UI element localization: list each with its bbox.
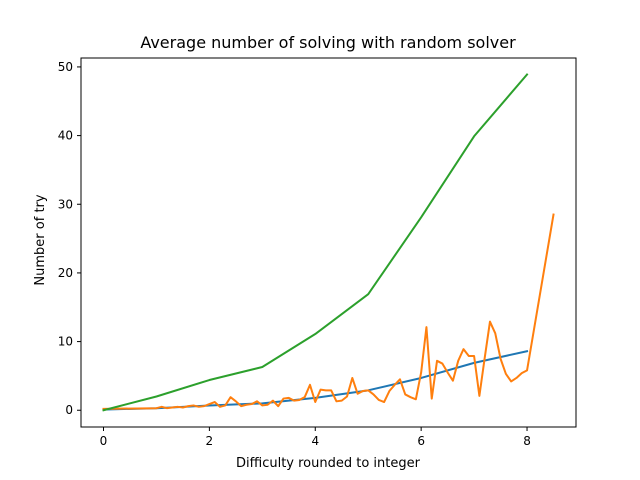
y-axis-label: Number of try — [33, 194, 48, 285]
x-tick-label: 2 — [206, 434, 214, 448]
y-tick-label: 40 — [58, 129, 73, 143]
y-tick-label: 20 — [58, 266, 73, 280]
y-tick-label: 10 — [58, 335, 73, 349]
plot-area — [102, 73, 555, 412]
y-tick-label: 30 — [58, 197, 73, 211]
axes: 0 2 4 6 8 0 10 20 30 40 50 — [58, 57, 577, 448]
x-tick-label: 6 — [417, 434, 425, 448]
x-tick-label: 0 — [100, 434, 108, 448]
y-tick-label: 0 — [65, 403, 73, 417]
y-tick-label: 50 — [58, 60, 73, 74]
plot-frame — [80, 57, 577, 428]
x-axis-label: Difficulty rounded to integer — [236, 456, 421, 471]
series-line-3 — [102, 73, 529, 412]
series-line-2 — [102, 213, 555, 410]
x-tick-label: 4 — [311, 434, 319, 448]
chart-title: Average number of solving with random so… — [140, 33, 516, 52]
x-tick-label: 8 — [523, 434, 531, 448]
